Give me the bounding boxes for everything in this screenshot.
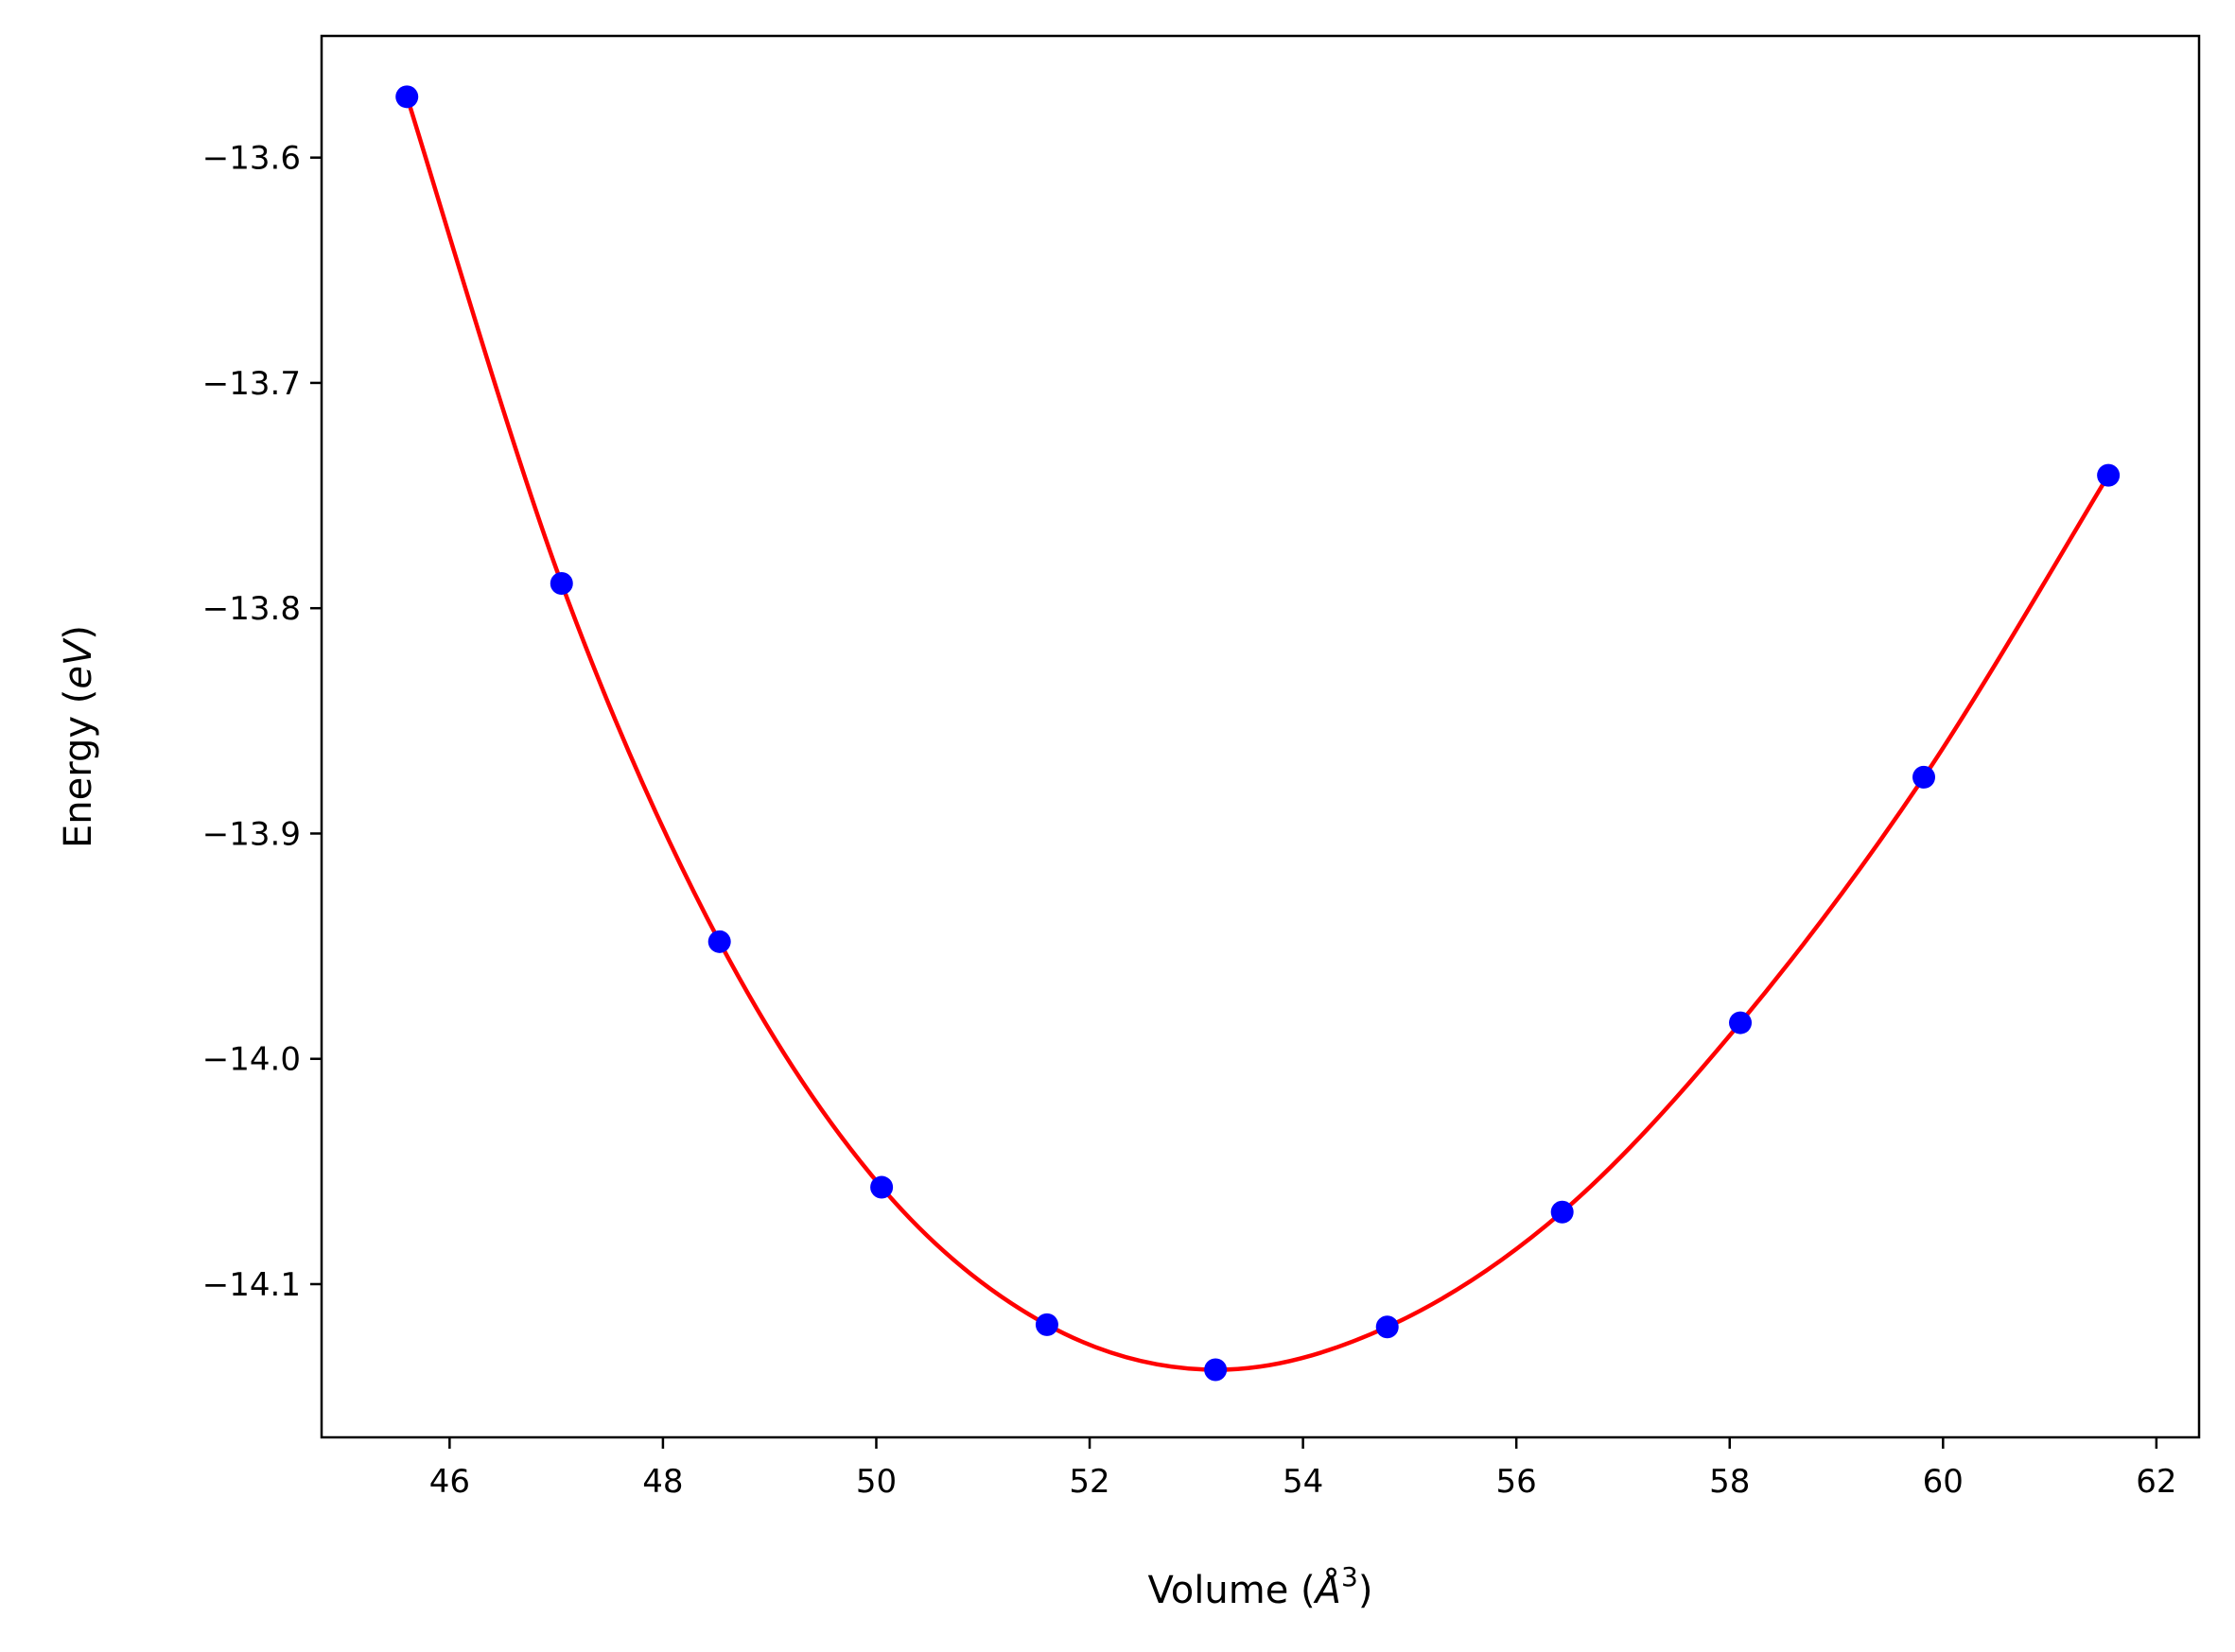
y-axis-label: Energy (eV) [57, 625, 100, 848]
x-tick-label: 58 [1709, 1463, 1750, 1501]
x-axis-label: Volume (Å3) [1148, 1561, 1373, 1612]
x-tick-label: 54 [1283, 1463, 1323, 1501]
data-point [707, 930, 731, 953]
data-point [1912, 765, 1936, 789]
plot-area [395, 85, 2121, 1382]
data-point [395, 85, 419, 109]
y-tick-label: −13.9 [202, 815, 301, 853]
data-point [1375, 1315, 1399, 1339]
y-tick-label: −13.8 [202, 590, 301, 628]
data-point [870, 1175, 894, 1199]
x-tick-label: 62 [2136, 1463, 2176, 1501]
fit-curve-line [405, 96, 2111, 1372]
x-tick-label: 46 [429, 1463, 470, 1501]
y-tick-label: −14.0 [202, 1041, 301, 1079]
x-tick-label: 50 [856, 1463, 897, 1501]
axes-frame [320, 34, 2201, 1439]
y-tick-label: −13.6 [202, 140, 301, 178]
axis-ticks: 46 48 50 52 54 56 58 60 62 −13.6 −13.7 −13.8 −13.9 −1… [202, 140, 2177, 1501]
data-point [2097, 463, 2121, 487]
x-tick-label: 60 [1923, 1463, 1964, 1501]
data-point [1204, 1358, 1228, 1382]
x-tick-label: 52 [1069, 1463, 1109, 1501]
data-point [1550, 1200, 1574, 1224]
y-tick-label: −13.7 [202, 365, 301, 403]
data-point [1035, 1313, 1058, 1336]
data-point [1729, 1011, 1753, 1035]
x-tick-label: 56 [1496, 1463, 1537, 1501]
x-tick-label: 48 [642, 1463, 683, 1501]
data-point [550, 571, 573, 595]
y-tick-label: −14.1 [202, 1266, 301, 1304]
